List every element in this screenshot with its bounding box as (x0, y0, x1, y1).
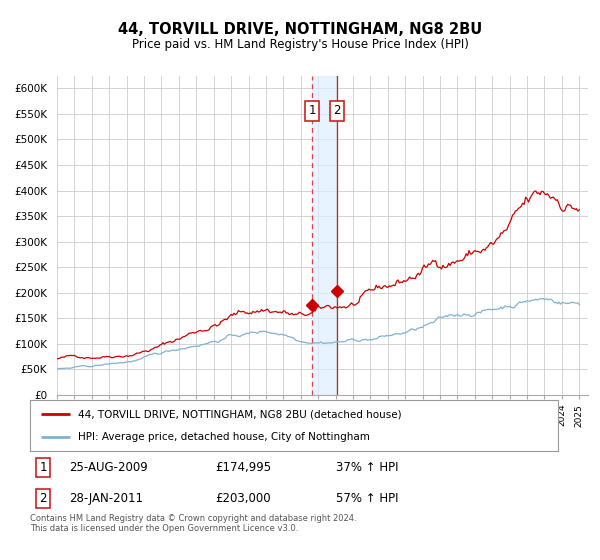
Text: £174,995: £174,995 (215, 461, 271, 474)
Text: 2: 2 (333, 104, 341, 117)
Text: 25-AUG-2009: 25-AUG-2009 (70, 461, 148, 474)
Text: 28-JAN-2011: 28-JAN-2011 (70, 492, 143, 505)
Text: 57% ↑ HPI: 57% ↑ HPI (336, 492, 399, 505)
Text: £203,000: £203,000 (215, 492, 271, 505)
Text: 44, TORVILL DRIVE, NOTTINGHAM, NG8 2BU: 44, TORVILL DRIVE, NOTTINGHAM, NG8 2BU (118, 22, 482, 38)
Text: 2: 2 (40, 492, 47, 505)
Text: 44, TORVILL DRIVE, NOTTINGHAM, NG8 2BU (detached house): 44, TORVILL DRIVE, NOTTINGHAM, NG8 2BU (… (77, 409, 401, 419)
Text: Contains HM Land Registry data © Crown copyright and database right 2024.
This d: Contains HM Land Registry data © Crown c… (30, 514, 356, 534)
Text: HPI: Average price, detached house, City of Nottingham: HPI: Average price, detached house, City… (77, 432, 370, 442)
Text: Price paid vs. HM Land Registry's House Price Index (HPI): Price paid vs. HM Land Registry's House … (131, 38, 469, 51)
Text: 37% ↑ HPI: 37% ↑ HPI (336, 461, 399, 474)
Bar (312, 76, 337, 395)
Text: 1: 1 (308, 104, 316, 117)
Text: 1: 1 (40, 461, 47, 474)
